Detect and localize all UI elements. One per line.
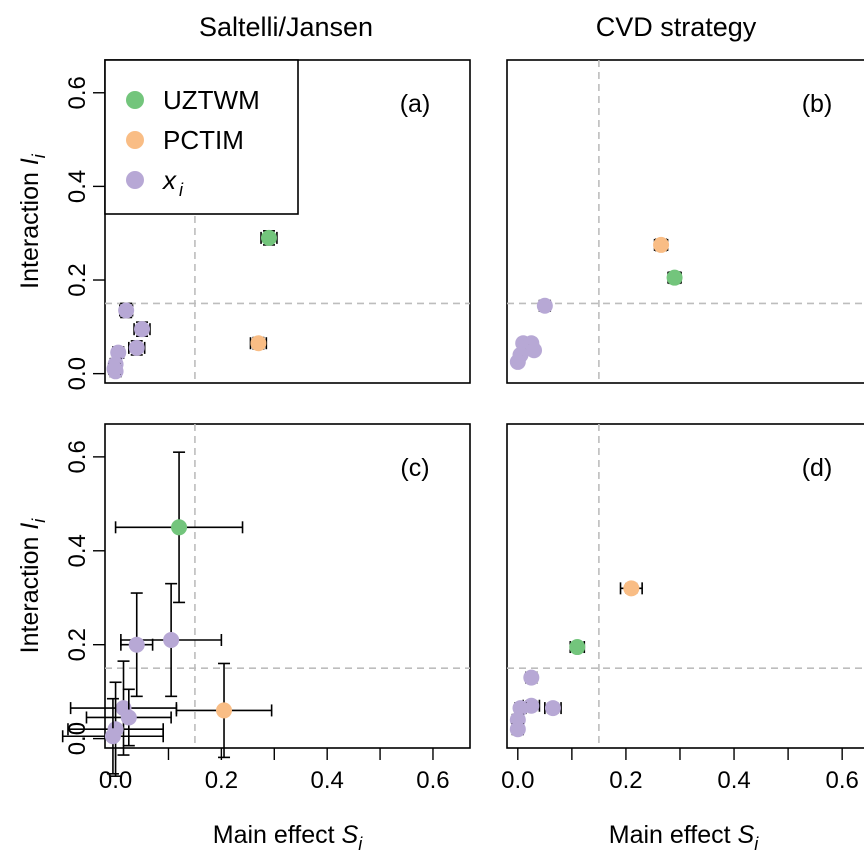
panels: 0.0 0.2 0.4 0.6 Interaction Ii (a) UZTWM PCTIM x… (16, 59, 864, 854)
point-marker (128, 636, 145, 653)
point-marker (569, 639, 586, 656)
panel-label: (a) (400, 90, 431, 118)
point-marker (509, 721, 526, 738)
point-marker (260, 229, 277, 246)
plot-frame (506, 59, 864, 384)
y-tick-label: 0.4 (64, 534, 91, 567)
data-point-xi (523, 669, 540, 686)
point-marker (523, 669, 540, 686)
legend: UZTWM PCTIM x i (104, 59, 299, 215)
data-point-xi (85, 688, 172, 747)
data-point-xi (120, 592, 154, 698)
data-point-xi (509, 721, 526, 738)
data-point-pctim (653, 236, 670, 253)
legend-marker-uztwm (126, 91, 144, 109)
data-point-xi (133, 321, 151, 338)
point-marker (104, 728, 121, 745)
panel-label: (d) (802, 454, 833, 482)
plot-frame (104, 423, 471, 749)
point-marker (106, 360, 123, 377)
legend-label-uztwm: UZTWM (163, 85, 260, 115)
point-marker (134, 321, 151, 338)
data-point-pctim (619, 580, 643, 597)
point-marker (250, 335, 267, 352)
y-tick-label: 0.0 (64, 357, 91, 390)
legend-label-pctim: PCTIM (163, 125, 244, 155)
data-point-xi (509, 353, 526, 370)
point-marker (216, 702, 233, 719)
data-point-xi (526, 342, 543, 359)
legend-marker-pctim (126, 131, 144, 149)
column-title-right: CVD strategy (596, 12, 757, 42)
point-marker (653, 236, 670, 253)
data-point-uztwm (666, 269, 683, 286)
data-point-uztwm (114, 451, 244, 604)
data-point-uztwm (569, 639, 586, 656)
panel-a: 0.0 0.2 0.4 0.6 Interaction Ii (a) UZTWM PCTIM x… (16, 59, 471, 390)
panel-label: (b) (802, 90, 833, 118)
data-point-pctim (249, 335, 268, 352)
panel-label: (c) (400, 454, 429, 482)
data-point-uztwm (260, 229, 278, 246)
panel-d: 0.0 0.2 0.4 0.6 Main effect Si (d) (501, 423, 864, 854)
legend-marker-xi (126, 171, 144, 189)
x-tick-label: 0.2 (609, 767, 642, 794)
point-marker (623, 580, 640, 597)
x-tick-label: 0.2 (205, 767, 238, 794)
y-tick-label: 0.2 (64, 628, 91, 661)
x-tick-label: 0.4 (717, 767, 750, 794)
column-title-left: Saltelli/Jansen (199, 12, 373, 42)
y-axis-label: Interaction Ii (16, 153, 49, 289)
x-tick-label: 0.0 (501, 767, 534, 794)
data-point-xi (106, 360, 123, 377)
data-point-pctim (175, 662, 273, 759)
point-marker (171, 519, 188, 536)
data-point-xi (536, 297, 553, 314)
point-marker (118, 302, 135, 319)
point-marker (536, 297, 553, 314)
y-tick-label: 0.6 (64, 440, 91, 473)
point-marker (544, 700, 561, 717)
panel-b: (b) (506, 59, 864, 384)
x-axis-label: Main effect Si (609, 821, 759, 854)
y-tick-label: 0.6 (64, 76, 91, 109)
data-point-xi (61, 697, 164, 775)
point-marker (120, 709, 137, 726)
x-tick-label: 0.6 (825, 767, 858, 794)
y-tick-label: 0.4 (64, 170, 91, 203)
point-marker (509, 353, 526, 370)
point-marker (163, 632, 180, 648)
point-marker (666, 269, 683, 286)
plot-frame (506, 423, 864, 749)
data-point-xi (544, 700, 562, 717)
data-point-xi (128, 339, 146, 356)
point-marker (526, 342, 543, 359)
data-point-xi (118, 302, 135, 319)
y-tick-label: 0.2 (64, 263, 91, 296)
x-tick-label: 0.6 (416, 767, 449, 794)
x-axis-label: Main effect Si (213, 821, 363, 854)
y-axis-label: Interaction Ii (16, 518, 49, 654)
x-tick-label: 0.4 (310, 767, 343, 794)
point-marker (128, 339, 145, 356)
